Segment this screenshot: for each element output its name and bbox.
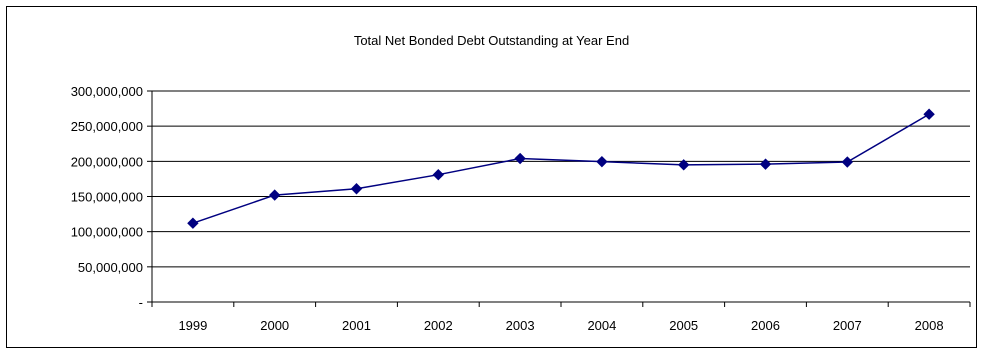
x-tick-label: 1999 — [178, 318, 207, 333]
x-tick-label: 2005 — [669, 318, 698, 333]
x-tick-labels: 1999 2000 2001 2002 2003 2004 2005 2006 2007 2008 — [178, 318, 943, 333]
data-point-marker — [923, 108, 935, 120]
y-tick-label: 300,000,000 — [71, 84, 143, 99]
y-tick-label: 100,000,000 — [71, 225, 143, 240]
y-tick-label: - — [139, 295, 143, 310]
x-tick-label: 2000 — [260, 318, 289, 333]
data-point-marker — [350, 183, 363, 195]
y-tick-labels: - 50,000,000 100,000,000 150,000,000 200,000… — [71, 84, 143, 310]
data-point-marker — [432, 168, 445, 181]
data-point-marker — [187, 217, 199, 229]
data-point-marker — [596, 155, 608, 168]
data-point-marker — [514, 152, 526, 165]
chart-title: Total Net Bonded Debt Outstanding at Yea… — [353, 33, 630, 48]
x-tick-label: 2008 — [915, 318, 944, 333]
x-tick-label: 2001 — [342, 318, 371, 333]
y-tick-label: 200,000,000 — [71, 154, 143, 169]
x-tick-label: 2004 — [587, 318, 616, 333]
data-point-marker — [268, 189, 281, 201]
axes — [147, 90, 971, 307]
x-tick-label: 2007 — [833, 318, 862, 333]
data-point-marker — [759, 158, 772, 170]
y-tick-label: 50,000,000 — [78, 260, 143, 275]
chart-frame: Total Net Bonded Debt Outstanding at Yea… — [6, 6, 977, 348]
x-tick-label: 2003 — [506, 318, 535, 333]
data-point-marker — [677, 159, 690, 171]
series — [187, 108, 935, 229]
series-line — [192, 113, 930, 224]
y-tick-label: 150,000,000 — [71, 190, 143, 205]
data-point-marker — [841, 156, 854, 168]
gridlines — [152, 90, 970, 268]
x-tick-label: 2002 — [424, 318, 453, 333]
x-tick-label: 2006 — [751, 318, 780, 333]
y-tick-label: 250,000,000 — [71, 119, 143, 134]
